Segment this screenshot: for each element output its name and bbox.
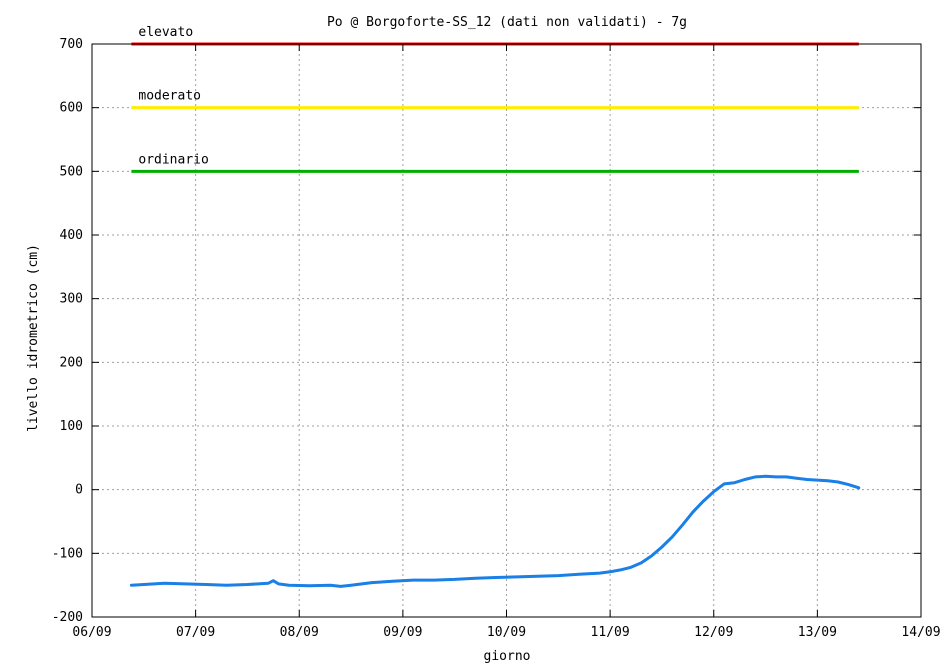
x-tick-label: 12/09 (694, 625, 733, 640)
series-line-0 (129, 474, 861, 588)
x-tick-label: 06/09 (72, 625, 111, 640)
threshold-lines: elevato moderato ordinario (131, 25, 859, 173)
y-tick-label: 300 (60, 292, 83, 307)
x-axis-title: giorno (484, 649, 531, 664)
y-tick-label: 500 (60, 164, 83, 179)
y-axis-title: livello idrometrico (cm) (26, 244, 41, 432)
x-tick-label: 13/09 (798, 625, 837, 640)
threshold-label-moderato: moderato (138, 89, 201, 104)
y-tick-label: -100 (52, 546, 83, 561)
y-tick-label: 200 (60, 355, 83, 370)
y-tick-label: 700 (60, 37, 83, 52)
x-tick-label: 08/09 (280, 625, 319, 640)
x-tick-label: 14/09 (901, 625, 940, 640)
y-tick-label: 100 (60, 419, 83, 434)
y-tick-label: 0 (75, 483, 83, 498)
axis-ticks: -200 -100 0 100 200 300 400 500 600 700 06/09 07/09… (52, 37, 941, 640)
x-tick-label: 10/09 (487, 625, 526, 640)
y-tick-label: -200 (52, 610, 83, 625)
x-tick-label: 11/09 (591, 625, 630, 640)
grid (92, 44, 921, 617)
x-tick-label: 07/09 (176, 625, 215, 640)
y-tick-label: 600 (60, 101, 83, 116)
x-tick-label: 09/09 (383, 625, 422, 640)
chart-title: Po @ Borgoforte-SS_12 (dati non validati… (327, 15, 687, 30)
y-tick-label: 400 (60, 228, 83, 243)
series-layer (129, 474, 861, 588)
threshold-label-ordinario: ordinario (138, 152, 208, 167)
threshold-label-elevato: elevato (138, 25, 193, 40)
